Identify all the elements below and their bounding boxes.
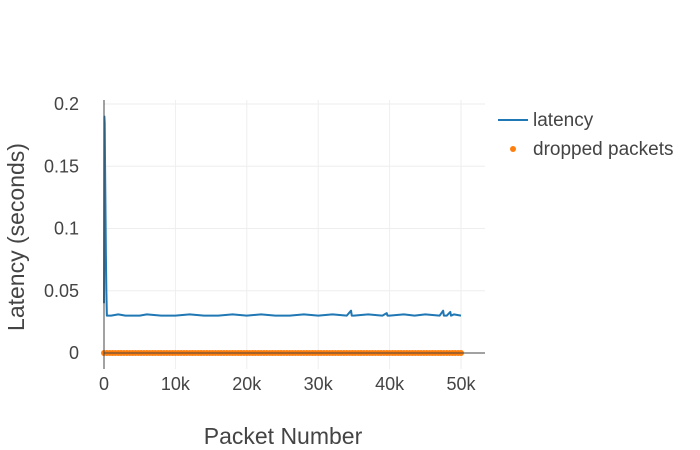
legend[interactable]: latency dropped packets <box>498 110 674 160</box>
legend-label: latency <box>533 110 594 131</box>
y-tick-label: 0.1 <box>54 219 79 239</box>
y-axis-title: Latency (seconds) <box>3 143 29 331</box>
series-latency-line <box>103 115 462 317</box>
y-tick-label: 0.2 <box>54 94 79 114</box>
x-tick-label: 0 <box>99 374 109 394</box>
tick-labels: 0 10k 20k 30k 40k 50k 0 0.05 0.1 0.15 0.2 <box>44 94 477 394</box>
legend-item-dropped-packets[interactable]: dropped packets <box>510 139 674 160</box>
axes <box>103 100 485 369</box>
x-tick-label: 50k <box>446 374 476 394</box>
x-tick-label: 10k <box>161 374 191 394</box>
legend-marker-symbol <box>510 146 516 152</box>
x-tick-label: 20k <box>232 374 262 394</box>
y-tick-label: 0 <box>69 343 79 363</box>
legend-label: dropped packets <box>533 139 674 160</box>
plot-area <box>101 115 464 356</box>
legend-item-latency[interactable]: latency <box>498 110 594 131</box>
grid-lines <box>104 100 485 369</box>
y-tick-label: 0.15 <box>44 156 79 176</box>
x-tick-label: 30k <box>304 374 334 394</box>
x-tick-label: 40k <box>375 374 405 394</box>
y-tick-label: 0.05 <box>44 281 79 301</box>
x-axis-title: Packet Number <box>204 423 363 449</box>
